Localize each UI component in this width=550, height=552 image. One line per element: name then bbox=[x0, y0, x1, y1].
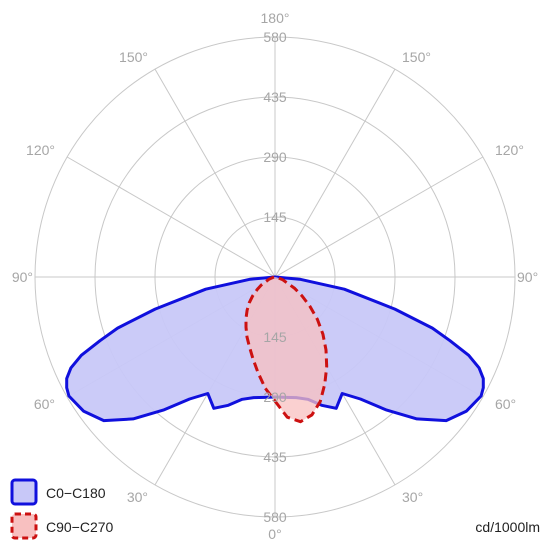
angle-label: 30° bbox=[402, 489, 423, 505]
ring-label-top: 580 bbox=[263, 29, 287, 45]
series-layer bbox=[65, 275, 485, 424]
angle-label: 120° bbox=[495, 142, 524, 158]
angle-label: 0° bbox=[268, 526, 281, 542]
legend-swatch-c90-c270 bbox=[10, 512, 38, 540]
angle-label: 150° bbox=[119, 49, 148, 65]
legend-label-c90-c270: C90−C270 bbox=[46, 519, 114, 535]
angle-label: 150° bbox=[402, 49, 431, 65]
ring-label-bottom: 580 bbox=[263, 509, 287, 525]
angle-label: 60° bbox=[34, 396, 55, 412]
ring-label-bottom: 435 bbox=[263, 449, 287, 465]
angle-label: 60° bbox=[495, 396, 516, 412]
angle-label: 120° bbox=[26, 142, 55, 158]
angle-label: 180° bbox=[261, 10, 290, 26]
angle-label: 30° bbox=[127, 489, 148, 505]
grid-ring bbox=[94, 96, 456, 458]
legend-swatch-c0-c180 bbox=[10, 478, 38, 506]
angle-label: 90° bbox=[517, 269, 538, 285]
series-curve-c90-c270 bbox=[244, 275, 329, 424]
ring-label-top: 435 bbox=[263, 89, 287, 105]
unit-label: cd/1000lm bbox=[475, 519, 540, 535]
ring-label-bottom: 290 bbox=[263, 389, 287, 405]
legend-label-c0-c180: C0−C180 bbox=[46, 485, 106, 501]
ring-label-bottom: 145 bbox=[263, 329, 287, 345]
angle-label: 90° bbox=[12, 269, 33, 285]
ring-label-top: 290 bbox=[263, 149, 287, 165]
grid-ring bbox=[34, 36, 516, 518]
ring-label-top: 145 bbox=[263, 209, 287, 225]
legend: C0−C180 C90−C270 bbox=[10, 478, 114, 540]
